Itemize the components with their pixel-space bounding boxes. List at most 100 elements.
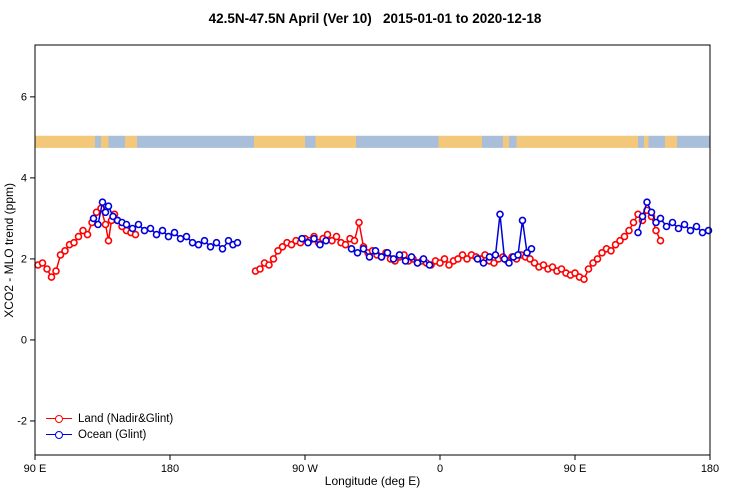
data-point <box>526 255 534 263</box>
data-point <box>341 240 350 249</box>
data-point <box>109 212 117 221</box>
data-point <box>347 245 356 253</box>
data-point <box>620 232 629 241</box>
data-point <box>176 234 185 243</box>
data-point <box>523 249 531 257</box>
map-band-segment-land <box>438 135 482 148</box>
data-point <box>128 224 137 233</box>
x-tick-label: 180 <box>161 463 179 475</box>
map-band-segment-land <box>125 135 137 148</box>
data-point <box>616 236 624 245</box>
data-point <box>401 257 410 265</box>
data-point <box>278 243 287 251</box>
data-point <box>692 222 701 231</box>
data-point <box>104 236 113 245</box>
data-point <box>131 230 140 239</box>
data-point <box>491 251 500 259</box>
data-point <box>505 259 513 267</box>
data-point <box>485 253 494 261</box>
data-point <box>656 214 665 223</box>
land-ocean-map-band <box>35 135 710 148</box>
legend-label-land: Land (Nadir&Glint) <box>78 413 174 425</box>
map-band-segment-land <box>315 135 356 148</box>
map-band-segment-land <box>254 135 305 148</box>
data-point <box>557 265 566 273</box>
data-point <box>539 261 548 269</box>
data-point <box>61 247 69 255</box>
data-point <box>316 240 324 249</box>
map-band-segment-ocean <box>638 135 644 148</box>
data-point <box>425 261 434 269</box>
x-tick-label: 90 E <box>564 463 587 475</box>
map-band-segment-ocean <box>509 135 517 148</box>
data-point <box>514 251 522 259</box>
data-point <box>413 259 422 267</box>
series-ocean <box>89 198 713 269</box>
map-band-segment-land <box>665 135 677 148</box>
data-point <box>704 226 713 235</box>
map-band-segment-ocean <box>677 135 710 148</box>
data-point <box>274 247 282 255</box>
data-point <box>224 236 233 245</box>
map-band-segment-ocean <box>108 135 125 148</box>
x-tick-label: 180 <box>701 463 719 475</box>
series-line <box>37 206 136 279</box>
data-point <box>656 236 665 245</box>
data-point <box>527 245 536 253</box>
data-point <box>194 240 203 249</box>
data-point <box>662 222 671 231</box>
data-point <box>530 259 539 267</box>
data-point <box>269 255 278 263</box>
data-point <box>206 243 215 251</box>
data-point <box>479 259 488 267</box>
data-point <box>287 240 296 249</box>
data-point <box>355 218 363 227</box>
data-point <box>74 232 83 241</box>
data-point <box>383 249 392 257</box>
data-point <box>38 259 47 267</box>
legend-label-ocean: Ocean (Glint) <box>78 429 147 441</box>
data-point <box>371 247 380 255</box>
legend-entry-ocean: Ocean (Glint) <box>46 427 173 443</box>
data-point <box>389 255 398 263</box>
map-band-segment-land <box>516 135 638 148</box>
data-point <box>56 251 65 259</box>
data-point <box>652 218 660 227</box>
data-point <box>365 253 374 261</box>
data-point <box>680 220 689 229</box>
data-point <box>101 220 110 229</box>
legend-entry-land: Land (Nadir&Glint) <box>46 411 173 427</box>
data-point <box>496 210 504 219</box>
data-point <box>170 228 179 237</box>
map-band-segment-land <box>35 135 95 148</box>
data-point <box>310 234 318 243</box>
map-band-segment-land <box>101 135 109 148</box>
x-axis-ticks: 90 E 180 90 W 0 90 E 180 <box>24 455 719 475</box>
data-point <box>473 255 482 263</box>
map-band-segment-ocean <box>648 135 665 148</box>
y-tick-label: -2 <box>17 415 27 427</box>
map-band-segment-ocean <box>95 135 101 148</box>
data-point <box>200 236 209 245</box>
map-band-segment-ocean <box>137 135 254 148</box>
plot-border <box>34 44 711 456</box>
data-point <box>458 251 467 259</box>
data-point <box>638 212 647 221</box>
data-point <box>298 234 306 243</box>
data-point <box>463 255 471 263</box>
data-point <box>598 249 606 257</box>
data-point <box>584 265 593 273</box>
data-point <box>233 238 242 247</box>
data-point <box>445 261 453 269</box>
data-point <box>436 259 444 267</box>
y-axis-label: XCO2 - MLO trend (ppm) <box>2 182 16 318</box>
data-point <box>323 230 332 239</box>
map-band-segment-ocean <box>356 135 439 148</box>
x-tick-label: 90 W <box>292 463 318 475</box>
data-point <box>674 224 683 233</box>
x-tick-label: 0 <box>437 463 443 475</box>
x-axis-label: Longitude (deg E) <box>324 474 421 488</box>
data-point <box>92 208 101 217</box>
data-point <box>70 238 78 247</box>
